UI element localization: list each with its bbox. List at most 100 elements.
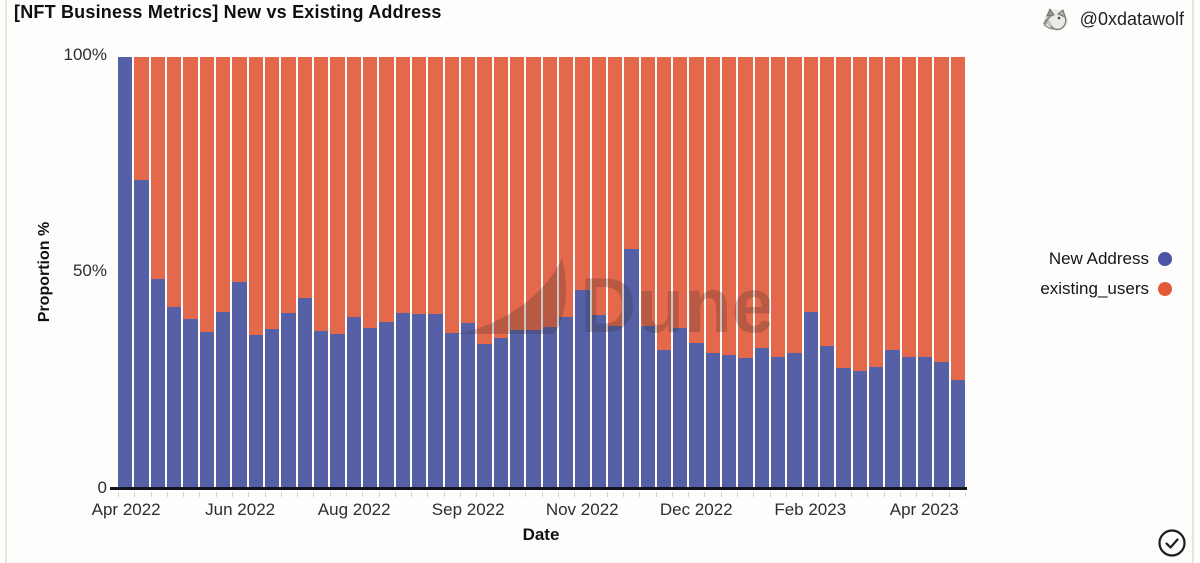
stacked-bar[interactable] bbox=[934, 57, 949, 488]
chart-title: [NFT Business Metrics] New vs Existing A… bbox=[14, 2, 442, 22]
stacked-bar[interactable] bbox=[215, 57, 231, 488]
stacked-bar[interactable] bbox=[281, 57, 296, 488]
stacked-bar[interactable] bbox=[166, 57, 182, 488]
stacked-bar[interactable] bbox=[313, 57, 329, 488]
x-axis-tick-mark bbox=[215, 492, 217, 497]
stacked-bar[interactable] bbox=[411, 57, 427, 488]
stacked-bar[interactable] bbox=[624, 57, 639, 488]
x-tick-label: Sep 2022 bbox=[431, 500, 505, 519]
new-address-segment bbox=[624, 248, 639, 488]
stacked-bar[interactable] bbox=[673, 57, 688, 488]
author-attribution[interactable]: @0xdatawolf bbox=[1041, 4, 1184, 34]
stacked-bar[interactable] bbox=[575, 57, 590, 488]
x-tick-label: Aug 2022 bbox=[317, 500, 391, 519]
stacked-bar[interactable] bbox=[509, 57, 525, 488]
x-axis-tick-mark bbox=[427, 492, 429, 497]
stacked-bar[interactable] bbox=[346, 57, 361, 488]
stacked-bar[interactable] bbox=[722, 57, 737, 488]
stacked-bar[interactable] bbox=[134, 57, 149, 488]
x-axis-tick-mark bbox=[574, 492, 576, 497]
stacked-bar[interactable] bbox=[183, 57, 198, 488]
stacked-bar[interactable] bbox=[558, 57, 574, 488]
x-tick-label: Dec 2022 bbox=[659, 500, 733, 519]
new-address-segment bbox=[281, 313, 296, 488]
stacked-bar[interactable] bbox=[738, 57, 753, 488]
existing-users-segment bbox=[215, 57, 231, 313]
stacked-bar[interactable] bbox=[705, 57, 721, 488]
stacked-bar[interactable] bbox=[901, 57, 917, 488]
y-tick-0: 0 bbox=[97, 478, 107, 497]
stacked-bar[interactable] bbox=[754, 57, 770, 488]
x-axis-tick-mark bbox=[606, 492, 608, 497]
stacked-bar[interactable] bbox=[248, 57, 263, 488]
new-address-segment bbox=[738, 357, 753, 488]
x-axis-tick-mark bbox=[688, 492, 690, 497]
new-address-segment bbox=[460, 322, 476, 488]
stacked-bar[interactable] bbox=[428, 57, 443, 488]
x-axis-tick-mark bbox=[948, 492, 950, 497]
existing-users-segment bbox=[542, 57, 557, 327]
stacked-bar[interactable] bbox=[803, 57, 819, 488]
existing-users-segment bbox=[950, 57, 966, 380]
stacked-bar[interactable] bbox=[362, 57, 378, 488]
x-axis-tick-mark bbox=[639, 492, 641, 497]
stacked-bar[interactable] bbox=[542, 57, 557, 488]
stacked-bar[interactable] bbox=[264, 57, 280, 488]
x-axis-label: Date bbox=[522, 525, 560, 544]
new-address-segment bbox=[705, 352, 721, 488]
stacked-bar[interactable] bbox=[689, 57, 704, 488]
existing-users-segment bbox=[297, 57, 312, 299]
existing-users-segment bbox=[526, 57, 541, 330]
legend-item[interactable]: New Address bbox=[1049, 244, 1172, 274]
stacked-bar[interactable] bbox=[232, 57, 247, 488]
new-address-segment bbox=[852, 371, 868, 488]
existing-users-segment bbox=[346, 57, 361, 317]
stacked-bar[interactable] bbox=[607, 57, 623, 488]
existing-users-segment bbox=[754, 57, 770, 348]
stacked-bar[interactable] bbox=[885, 57, 900, 488]
legend-label: New Address bbox=[1048, 249, 1149, 268]
stacked-bar[interactable] bbox=[591, 57, 606, 488]
stacked-bar[interactable] bbox=[199, 57, 214, 488]
stacked-bar[interactable] bbox=[526, 57, 541, 488]
existing-users-segment bbox=[313, 57, 329, 332]
stacked-bar[interactable] bbox=[379, 57, 394, 488]
x-axis-tick-mark bbox=[867, 492, 869, 497]
legend-item[interactable]: existing_users bbox=[1040, 274, 1172, 304]
stacked-bar[interactable] bbox=[852, 57, 868, 488]
stacked-bar[interactable] bbox=[656, 57, 672, 488]
stacked-bar[interactable] bbox=[395, 57, 410, 488]
stacked-bar[interactable] bbox=[869, 57, 884, 488]
stacked-bar[interactable] bbox=[150, 57, 165, 488]
existing-users-segment bbox=[689, 57, 704, 344]
stacked-bar-plot bbox=[118, 57, 966, 488]
new-address-segment bbox=[166, 306, 182, 488]
stacked-bar[interactable] bbox=[771, 57, 786, 488]
y-tick-50: 50% bbox=[72, 261, 107, 280]
existing-users-segment bbox=[705, 57, 721, 353]
stacked-bar[interactable] bbox=[118, 57, 133, 488]
circled-checkmark-icon[interactable] bbox=[1157, 528, 1187, 558]
stacked-bar[interactable] bbox=[460, 57, 476, 488]
new-address-segment bbox=[232, 281, 247, 488]
stacked-bar[interactable] bbox=[444, 57, 459, 488]
x-axis-line bbox=[110, 487, 967, 490]
stacked-bar[interactable] bbox=[330, 57, 345, 488]
stacked-bar[interactable] bbox=[477, 57, 492, 488]
new-address-segment bbox=[215, 312, 231, 488]
stacked-bar[interactable] bbox=[297, 57, 312, 488]
x-axis-tick-mark bbox=[655, 492, 657, 497]
stacked-bar[interactable] bbox=[493, 57, 508, 488]
x-axis-tick-mark bbox=[232, 492, 234, 497]
stacked-bar[interactable] bbox=[836, 57, 851, 488]
new-address-segment bbox=[869, 366, 884, 488]
stacked-bar[interactable] bbox=[640, 57, 655, 488]
author-handle[interactable]: @0xdatawolf bbox=[1079, 8, 1184, 29]
existing-users-segment bbox=[738, 57, 753, 358]
new-address-segment bbox=[183, 319, 198, 488]
stacked-bar[interactable] bbox=[950, 57, 966, 488]
stacked-bar[interactable] bbox=[787, 57, 802, 488]
stacked-bar[interactable] bbox=[820, 57, 835, 488]
stacked-bar[interactable] bbox=[918, 57, 933, 488]
x-axis-tick-mark bbox=[199, 492, 201, 497]
